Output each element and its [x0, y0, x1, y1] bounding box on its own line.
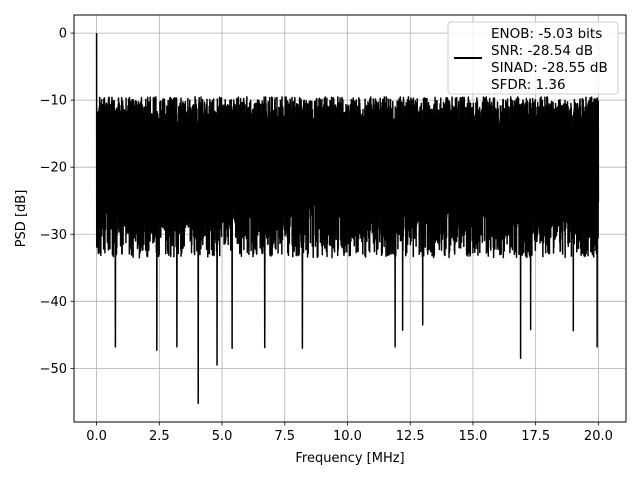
legend-box — [447, 21, 619, 95]
y-axis-ticks: 0 −10 −20 −30 −40 −50 — [40, 27, 74, 377]
legend-enob: ENOB: -5.03 bits — [491, 26, 602, 42]
x-axis-label: Frequency [MHz] — [295, 451, 404, 466]
x-tick-label: 2.5 — [149, 429, 170, 444]
x-tick-label: 10.0 — [333, 429, 362, 444]
plot-area-frame — [73, 14, 627, 423]
y-tick-label: −10 — [40, 94, 67, 109]
x-tick-label: 5.0 — [212, 429, 233, 444]
x-tick-label: 12.5 — [396, 429, 425, 444]
x-axis-ticks: 0.0 2.5 5.0 7.5 10.0 12.5 15.0 17.5 20.0 — [86, 422, 613, 444]
y-tick-label: 0 — [59, 27, 67, 42]
x-tick-label: 17.5 — [521, 429, 550, 444]
x-tick-label: 20.0 — [584, 429, 613, 444]
x-tick-label: 15.0 — [458, 429, 487, 444]
x-tick-label: 0.0 — [86, 429, 107, 444]
y-tick-label: −40 — [40, 295, 67, 310]
legend: ENOB: -5.03 bits SNR: -28.54 dB SINAD: -… — [447, 21, 619, 95]
legend-snr: SNR: -28.54 dB — [491, 43, 593, 59]
y-tick-label: −30 — [40, 228, 67, 243]
y-tick-label: −20 — [40, 161, 67, 176]
y-tick-label: −50 — [40, 362, 67, 377]
y-axis-label: PSD [dB] — [14, 190, 29, 248]
x-tick-label: 7.5 — [274, 429, 295, 444]
psd-series-line — [95, 33, 600, 404]
legend-sinad: SINAD: -28.55 dB — [491, 60, 608, 76]
legend-sfdr: SFDR: 1.36 — [491, 77, 566, 93]
